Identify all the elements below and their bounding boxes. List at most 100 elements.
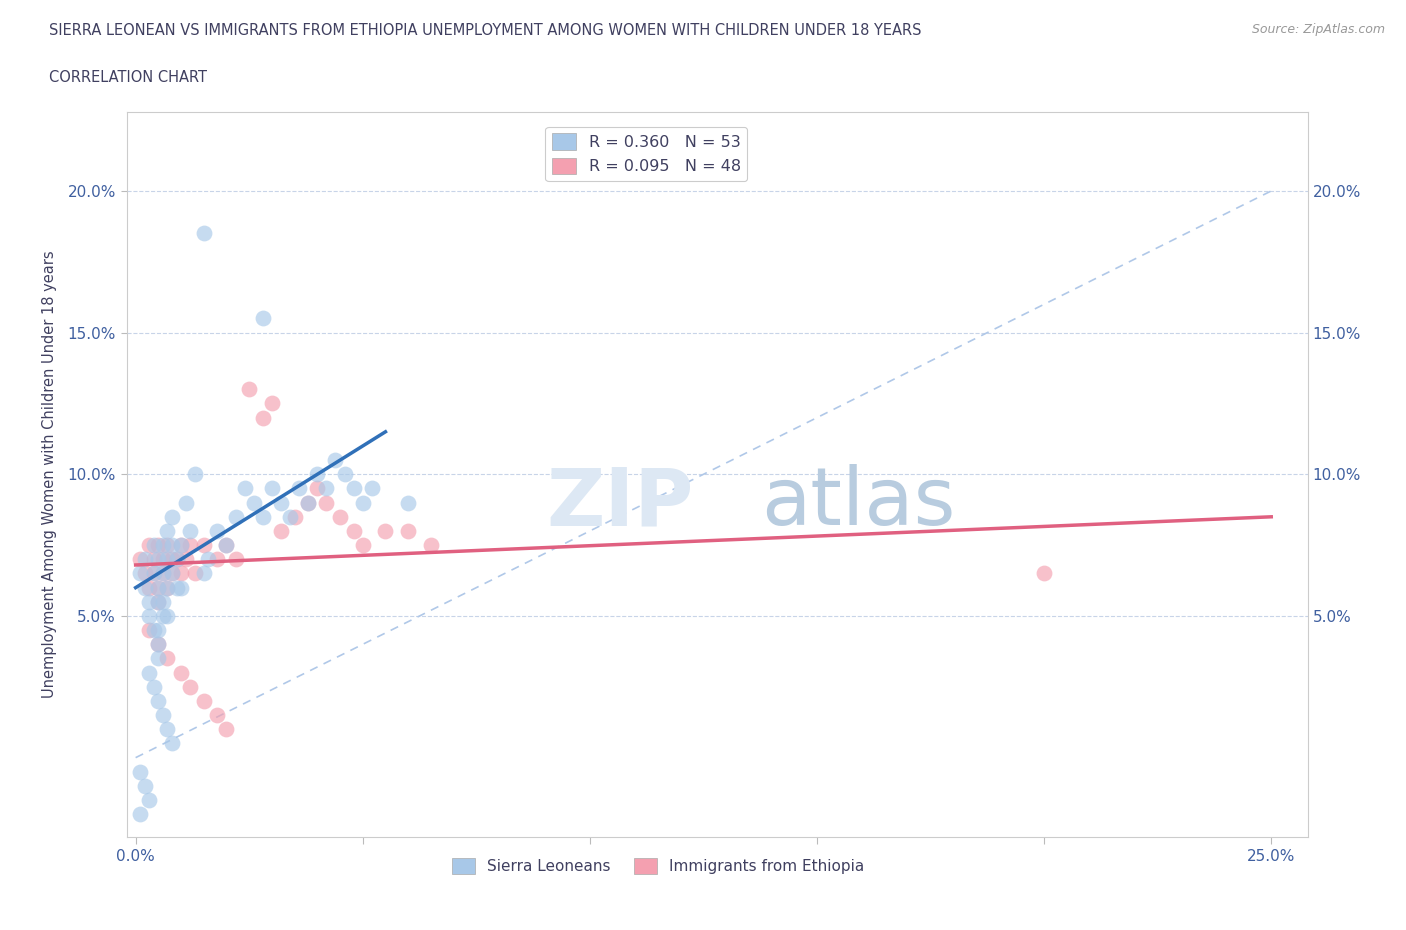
Point (315, 481, 337, 496)
Point (307, 467, 329, 482)
Text: atlas: atlas (762, 464, 956, 542)
Point (156, 538, 179, 552)
Point (152, 566, 174, 581)
Point (148, 538, 170, 552)
Point (156, 580, 179, 595)
Point (183, 467, 205, 482)
Point (138, 623, 160, 638)
Legend: Sierra Leoneans, Immigrants from Ethiopia: Sierra Leoneans, Immigrants from Ethiopi… (446, 852, 870, 880)
Point (138, 608, 160, 623)
Text: CORRELATION CHART: CORRELATION CHART (49, 70, 207, 85)
Point (166, 551, 188, 566)
Point (270, 524, 292, 538)
Point (152, 538, 174, 552)
Text: SIERRA LEONEAN VS IMMIGRANTS FROM ETHIOPIA UNEMPLOYMENT AMONG WOMEN WITH CHILDRE: SIERRA LEONEAN VS IMMIGRANTS FROM ETHIOP… (49, 23, 922, 38)
Point (419, 538, 441, 552)
Point (148, 637, 170, 652)
Point (325, 453, 347, 468)
Point (179, 524, 201, 538)
Point (396, 524, 419, 538)
Point (252, 510, 274, 525)
Point (352, 538, 374, 552)
Point (160, 551, 183, 566)
Point (193, 538, 215, 552)
Point (207, 524, 229, 538)
Point (142, 566, 165, 581)
Point (170, 665, 193, 680)
Point (160, 510, 183, 525)
Point (193, 694, 215, 709)
Point (260, 396, 283, 411)
Point (193, 566, 215, 581)
Point (179, 538, 201, 552)
Point (352, 495, 374, 510)
Point (129, 764, 152, 779)
Point (152, 551, 174, 566)
Point (134, 566, 156, 581)
Point (156, 551, 179, 566)
Point (284, 510, 307, 525)
Point (129, 551, 152, 566)
Point (193, 226, 215, 241)
Point (242, 495, 264, 510)
Point (215, 722, 238, 737)
Point (225, 510, 247, 525)
Point (142, 623, 165, 638)
Point (142, 551, 165, 566)
Point (138, 538, 160, 552)
Point (138, 665, 160, 680)
Point (156, 524, 179, 538)
Point (129, 807, 152, 822)
Point (297, 495, 319, 510)
Point (1033, 566, 1056, 581)
Point (396, 495, 419, 510)
Point (374, 524, 396, 538)
Point (333, 467, 356, 482)
Text: Source: ZipAtlas.com: Source: ZipAtlas.com (1251, 23, 1385, 36)
Point (134, 778, 156, 793)
Point (138, 580, 160, 595)
Point (152, 608, 174, 623)
Point (148, 551, 170, 566)
Point (142, 566, 165, 581)
Point (233, 481, 256, 496)
Point (152, 566, 174, 581)
Point (315, 495, 337, 510)
Point (160, 538, 183, 552)
Point (174, 495, 197, 510)
Point (179, 680, 201, 695)
Point (148, 694, 170, 709)
Point (152, 594, 174, 609)
Point (260, 481, 283, 496)
Point (297, 495, 319, 510)
Point (148, 594, 170, 609)
Point (207, 708, 229, 723)
Point (129, 566, 152, 581)
Point (215, 538, 238, 552)
Point (148, 623, 170, 638)
Point (160, 566, 183, 581)
Point (343, 524, 366, 538)
Point (170, 580, 193, 595)
Y-axis label: Unemployment Among Women with Children Under 18 years: Unemployment Among Women with Children U… (42, 250, 56, 698)
Point (156, 608, 179, 623)
Point (138, 594, 160, 609)
Point (134, 551, 156, 566)
Point (288, 481, 311, 496)
Point (270, 495, 292, 510)
Point (160, 566, 183, 581)
Point (134, 580, 156, 595)
Point (197, 551, 219, 566)
Point (238, 382, 260, 397)
Point (148, 594, 170, 609)
Point (252, 311, 274, 325)
Point (148, 580, 170, 595)
Point (307, 481, 329, 496)
Point (156, 580, 179, 595)
Point (148, 651, 170, 666)
Point (148, 580, 170, 595)
Point (170, 538, 193, 552)
Point (148, 637, 170, 652)
Point (138, 792, 160, 807)
Point (183, 566, 205, 581)
